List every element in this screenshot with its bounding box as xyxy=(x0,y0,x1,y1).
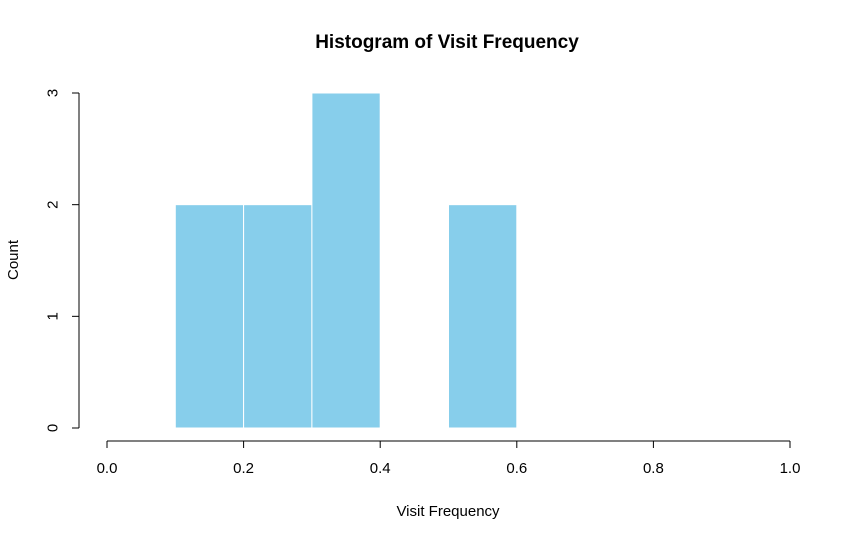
x-axis-label: Visit Frequency xyxy=(396,503,500,520)
y-tick-label: 0 xyxy=(45,424,62,432)
histogram-bar-4 xyxy=(448,204,518,429)
x-tick-label: 0.0 xyxy=(97,460,118,477)
x-tick-label: 0.4 xyxy=(370,460,391,477)
x-axis: 0.0 0.2 0.4 0.6 0.8 1.0 xyxy=(97,440,801,477)
x-tick-label: 1.0 xyxy=(780,460,801,477)
y-tick-label: 3 xyxy=(45,89,62,97)
histogram-bar-0 xyxy=(174,204,245,429)
x-tick-label: 0.8 xyxy=(643,460,664,477)
chart-title: Histogram of Visit Frequency xyxy=(315,32,579,53)
y-tick-label: 1 xyxy=(45,312,62,320)
histogram-bar-1 xyxy=(243,204,313,429)
y-tick-label: 2 xyxy=(45,200,62,208)
y-axis: 0 1 2 3 xyxy=(45,89,80,432)
bars-group xyxy=(174,92,518,429)
histogram-bar-2 xyxy=(311,92,381,429)
x-tick-label: 0.6 xyxy=(506,460,527,477)
x-tick-label: 0.2 xyxy=(233,460,254,477)
y-axis-label: Count xyxy=(5,239,22,280)
